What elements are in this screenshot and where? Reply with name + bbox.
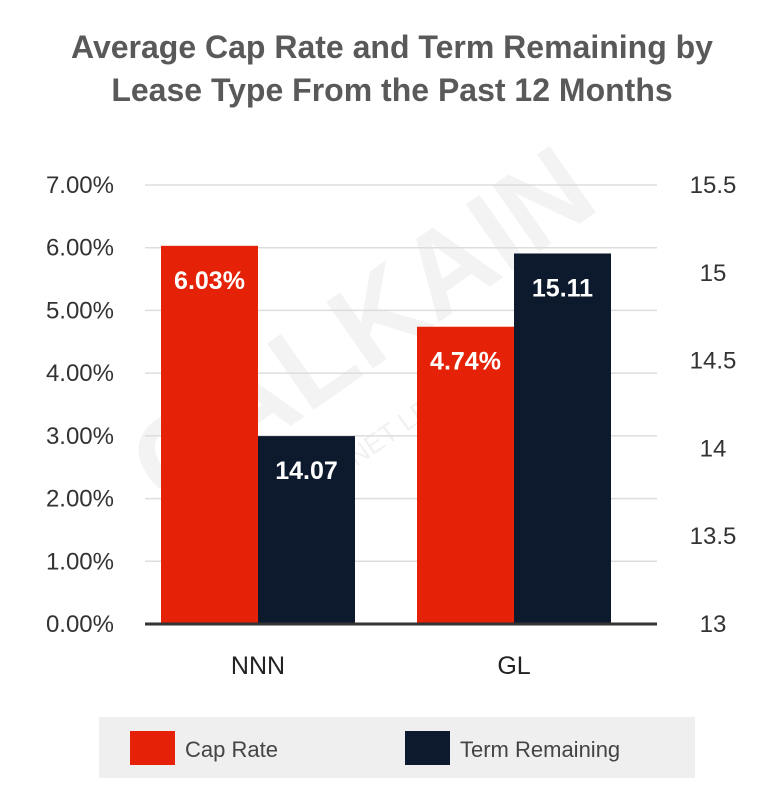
data-label-cap-rate-gl: 4.74%: [430, 348, 501, 376]
legend-label-cap-rate: Cap Rate: [185, 737, 278, 762]
bars: [161, 245, 611, 624]
left-axis-ticks: 0.00% 1.00% 2.00% 3.00% 4.00% 5.00% 6.00% 7.00%: [46, 172, 114, 638]
category-label: NNN: [231, 652, 285, 680]
left-tick-label: 2.00%: [46, 486, 114, 513]
bar-term-remaining-nnn: [258, 436, 355, 624]
bar-cap-rate-nnn: [161, 245, 258, 624]
left-tick-label: 3.00%: [46, 423, 114, 450]
category-labels: NNN GL: [231, 652, 531, 680]
bar-data-labels: 6.03% 14.07 4.74% 15.11: [174, 267, 593, 485]
bar-cap-rate-gl: [417, 326, 514, 624]
data-label-term-remaining-nnn: 14.07: [275, 457, 338, 485]
data-label-cap-rate-nnn: 6.03%: [174, 267, 245, 295]
category-label: GL: [497, 652, 530, 680]
bar-term-remaining-gl: [514, 253, 611, 624]
left-tick-label: 4.00%: [46, 360, 114, 387]
left-tick-label: 0.00%: [46, 611, 114, 638]
right-tick-label: 13: [700, 611, 727, 638]
right-tick-label: 15.5: [690, 172, 737, 199]
left-tick-label: 5.00%: [46, 297, 114, 324]
legend-swatch-term-remaining: [405, 731, 450, 765]
legend-swatch-cap-rate: [130, 731, 175, 765]
data-label-term-remaining-gl: 15.11: [532, 274, 593, 302]
right-tick-label: 14: [700, 435, 727, 462]
left-tick-label: 7.00%: [46, 172, 114, 199]
right-axis-ticks: 13 13.5 14 14.5 15 15.5: [690, 172, 737, 638]
left-tick-label: 1.00%: [46, 548, 114, 575]
legend: Cap Rate Term Remaining: [99, 717, 695, 778]
right-tick-label: 14.5: [690, 348, 737, 375]
right-tick-label: 13.5: [690, 523, 737, 550]
right-tick-label: 15: [700, 260, 727, 287]
chart-title-line-2: Lease Type From the Past 12 Months: [111, 72, 672, 108]
legend-box: [99, 717, 695, 778]
left-tick-label: 6.00%: [46, 235, 114, 262]
chart-title-line-1: Average Cap Rate and Term Remaining by: [71, 29, 713, 65]
legend-label-term-remaining: Term Remaining: [460, 737, 620, 762]
